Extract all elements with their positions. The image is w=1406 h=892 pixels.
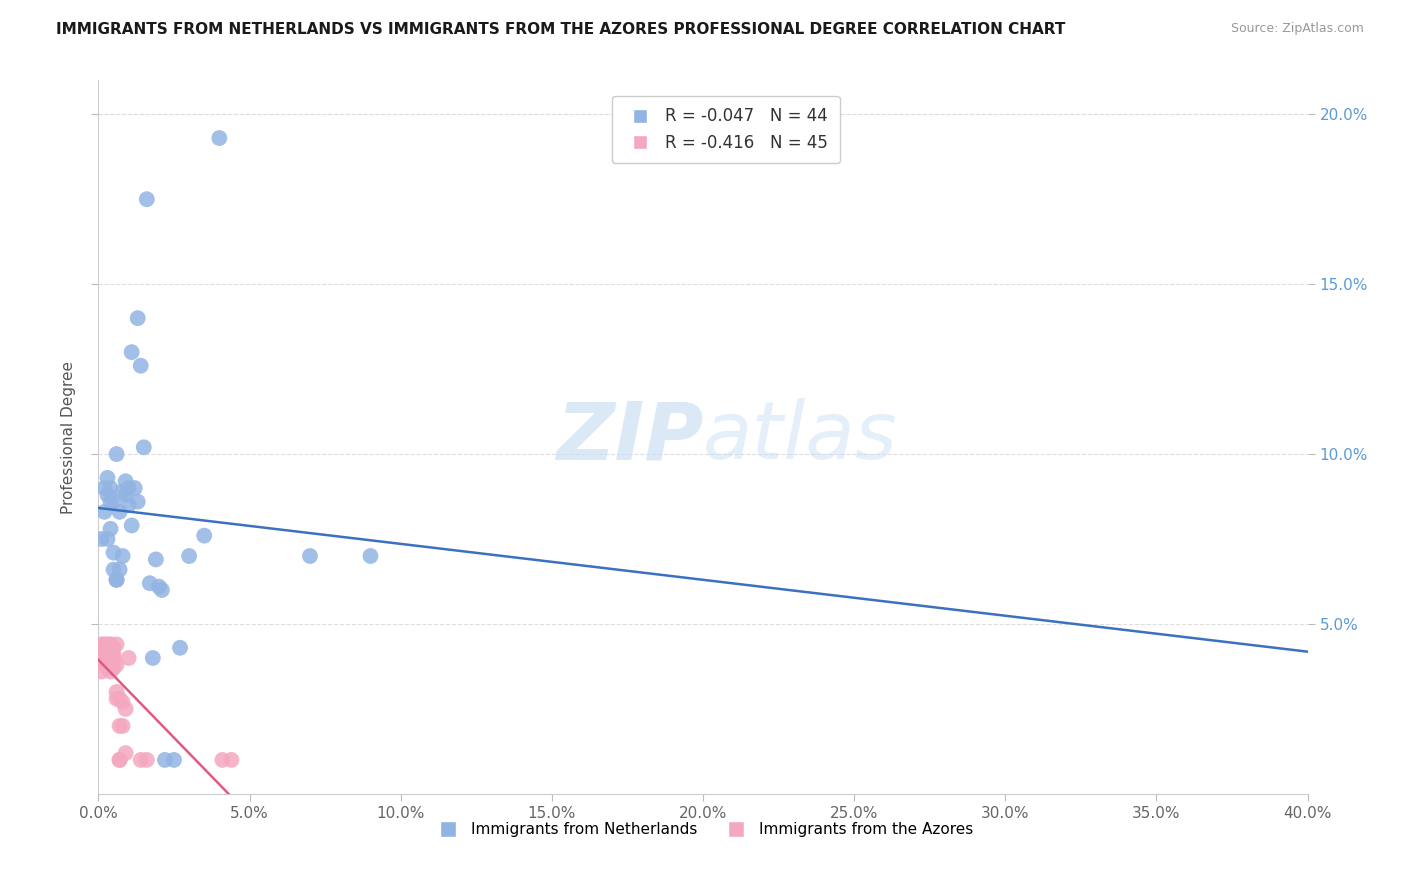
Point (90, 532, 112, 546)
Point (96, 651, 118, 665)
Point (111, 484, 134, 499)
Point (90, 637, 112, 651)
Point (211, 753, 233, 767)
Point (103, 494, 125, 508)
Point (93, 481, 115, 495)
Point (93, 651, 115, 665)
Point (103, 654, 125, 668)
Point (103, 546, 125, 560)
Point (105, 691, 128, 706)
Point (100, 657, 122, 672)
Point (105, 447, 128, 461)
Point (96, 471, 118, 485)
Point (135, 192, 157, 206)
Point (111, 719, 134, 733)
Point (100, 651, 122, 665)
Point (96, 637, 118, 651)
Text: atlas: atlas (703, 398, 898, 476)
Point (360, 549, 382, 563)
Point (100, 522, 122, 536)
Point (150, 582, 173, 597)
Point (96, 648, 118, 662)
Point (127, 311, 149, 326)
Point (145, 552, 167, 566)
Legend: Immigrants from Netherlands, Immigrants from the Azores: Immigrants from Netherlands, Immigrants … (427, 816, 979, 843)
Point (96, 488, 118, 502)
Point (108, 753, 131, 767)
Point (108, 505, 131, 519)
Point (118, 651, 141, 665)
Text: ZIP: ZIP (555, 398, 703, 476)
Point (103, 661, 125, 675)
Point (114, 475, 136, 489)
Point (100, 481, 122, 495)
Point (118, 498, 141, 512)
Point (135, 753, 157, 767)
Point (100, 494, 122, 508)
Point (127, 494, 149, 508)
Point (105, 573, 128, 587)
Point (108, 753, 131, 767)
Point (103, 640, 125, 655)
Point (105, 573, 128, 587)
Point (121, 345, 143, 359)
Point (163, 753, 186, 767)
Point (93, 644, 115, 658)
Point (90, 665, 112, 679)
Point (124, 481, 146, 495)
Point (114, 702, 136, 716)
Point (111, 549, 134, 563)
Point (208, 131, 231, 145)
Point (96, 651, 118, 665)
Point (93, 644, 115, 658)
Point (139, 576, 162, 591)
Point (153, 753, 176, 767)
Point (105, 657, 128, 672)
Text: Source: ZipAtlas.com: Source: ZipAtlas.com (1230, 22, 1364, 36)
Point (105, 685, 128, 699)
Point (129, 753, 152, 767)
Point (108, 563, 131, 577)
Point (100, 665, 122, 679)
Point (93, 640, 115, 655)
Point (132, 440, 155, 454)
Point (111, 695, 134, 709)
Point (193, 528, 215, 542)
Point (114, 488, 136, 502)
Point (103, 563, 125, 577)
Point (96, 644, 118, 658)
Point (129, 359, 152, 373)
Point (90, 651, 112, 665)
Point (179, 549, 201, 563)
Point (93, 657, 115, 672)
Point (96, 532, 118, 546)
Point (121, 518, 143, 533)
Point (108, 691, 131, 706)
Point (142, 651, 165, 665)
Point (96, 661, 118, 675)
Point (100, 637, 122, 651)
Point (103, 651, 125, 665)
Point (221, 753, 243, 767)
Point (114, 746, 136, 760)
Point (93, 637, 115, 651)
Point (90, 651, 112, 665)
Text: IMMIGRANTS FROM NETHERLANDS VS IMMIGRANTS FROM THE AZORES PROFESSIONAL DEGREE CO: IMMIGRANTS FROM NETHERLANDS VS IMMIGRANT… (56, 22, 1066, 37)
Point (148, 580, 170, 594)
Point (108, 719, 131, 733)
Point (299, 549, 322, 563)
Y-axis label: Professional Degree: Professional Degree (60, 360, 76, 514)
Point (103, 648, 125, 662)
Point (93, 651, 115, 665)
Point (100, 644, 122, 658)
Point (169, 640, 191, 655)
Point (105, 637, 128, 651)
Point (93, 505, 115, 519)
Point (96, 654, 118, 668)
Point (118, 481, 141, 495)
